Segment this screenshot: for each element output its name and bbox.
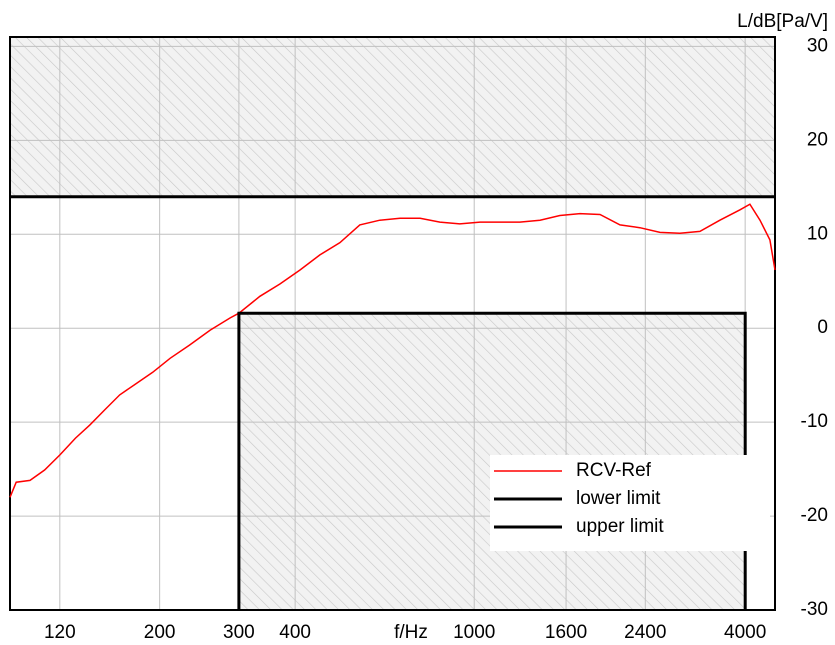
x-tick-label: 1600 bbox=[545, 622, 587, 643]
x-tick-label: 400 bbox=[279, 622, 311, 643]
y-tick-label: 30 bbox=[807, 35, 828, 56]
y-tick-label: 20 bbox=[807, 129, 828, 150]
series-line bbox=[9, 203, 776, 498]
y-tick-label: 10 bbox=[807, 223, 828, 244]
x-axis-label: f/Hz bbox=[394, 622, 428, 643]
x-tick-label: 200 bbox=[144, 622, 176, 643]
limit-region bbox=[10, 37, 775, 197]
x-tick-label: 120 bbox=[44, 622, 76, 643]
legend-label: lower limit bbox=[576, 488, 661, 509]
y-tick-label: -20 bbox=[801, 505, 828, 526]
plot-frame bbox=[9, 36, 776, 611]
legend: RCV-Ref lower limit upper limit bbox=[490, 455, 770, 551]
x-tick-label: 300 bbox=[223, 622, 255, 643]
legend-label: upper limit bbox=[576, 516, 664, 537]
y-tick-label: -30 bbox=[801, 599, 828, 620]
legend-label: RCV-Ref bbox=[576, 460, 652, 481]
y-tick-label: 0 bbox=[817, 317, 828, 338]
y-tick-label: -10 bbox=[801, 411, 828, 432]
x-tick-label: 4000 bbox=[724, 622, 766, 643]
x-tick-label: 1000 bbox=[453, 622, 495, 643]
y-axis-label: L/dB[Pa/V] bbox=[737, 11, 828, 32]
x-tick-label: 2400 bbox=[624, 622, 666, 643]
